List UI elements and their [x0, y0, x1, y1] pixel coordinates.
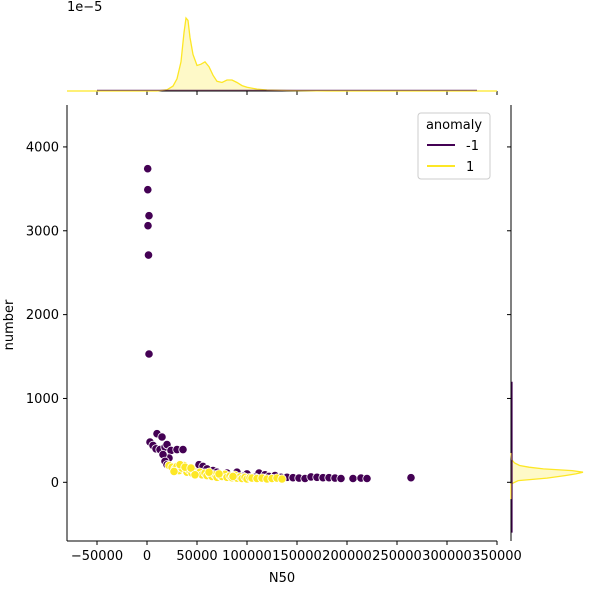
point-series-1-46 [214, 469, 224, 479]
point-series-1-42 [169, 466, 179, 476]
y-tick-label-4: 4000 [26, 140, 59, 155]
axes-layer: −50000 0 50000 100000 150000 200000 250000 3000… [26, 105, 522, 564]
point-series-0-3 [143, 221, 153, 231]
x-tick-label-0: −50000 [71, 549, 123, 564]
point-series-1-45 [204, 467, 214, 477]
main-scatter-plot: −50000 0 50000 100000 150000 200000 250000 3000… [26, 105, 522, 564]
y-axis-label: number [2, 299, 17, 350]
y-tick-label-1: 1000 [26, 392, 59, 407]
point-series-0-5 [144, 349, 154, 359]
point-series-0-4 [143, 250, 154, 260]
marginal-top-density [67, 16, 498, 95]
marginal-right-density [507, 105, 584, 541]
marginal-top-curve [67, 16, 497, 92]
point-series-0-48 [406, 473, 416, 483]
point-series-1-44 [190, 470, 200, 480]
point-series-0-44 [336, 473, 346, 484]
x-tick-label-5: 200000 [322, 549, 372, 564]
x-tick-label-7: 300000 [422, 549, 472, 564]
legend-label-pos1: 1 [466, 160, 474, 175]
x-axis-label: N50 [269, 571, 295, 586]
point-series-1-43 [186, 463, 196, 473]
point-series-0-2 [144, 211, 154, 221]
marginal-right-curve [510, 452, 584, 500]
point-series-0-0 [143, 164, 153, 174]
point-series-0-16 [178, 444, 188, 455]
marginal-top-scale-label: 1e−5 [67, 0, 102, 15]
legend-title: anomaly [426, 118, 482, 133]
x-tick-label-8: 350000 [472, 549, 522, 564]
y-tick-label-0: 0 [51, 476, 59, 491]
point-series-0-10 [157, 432, 167, 442]
x-tick-label-3: 100000 [222, 549, 272, 564]
point-series-0-45 [348, 473, 358, 484]
y-tick-label-3: 3000 [26, 224, 59, 239]
legend-label-neg1: -1 [466, 139, 479, 154]
x-tick-label-2: 50000 [176, 549, 217, 564]
point-series-0-1 [143, 185, 153, 195]
point-series-1-47 [228, 471, 238, 481]
y-tick-label-2: 2000 [26, 308, 59, 323]
legend: anomaly -1 1 [417, 112, 491, 180]
x-tick-label-1: 0 [143, 549, 151, 564]
point-series-0-47 [362, 473, 372, 484]
x-tick-label-4: 150000 [272, 549, 322, 564]
point-series-1-39 [277, 474, 287, 484]
x-tick-label-6: 250000 [372, 549, 422, 564]
marginal-right-fill [511, 453, 583, 500]
marginal-top-fill [67, 18, 497, 91]
points-layer [143, 164, 416, 484]
